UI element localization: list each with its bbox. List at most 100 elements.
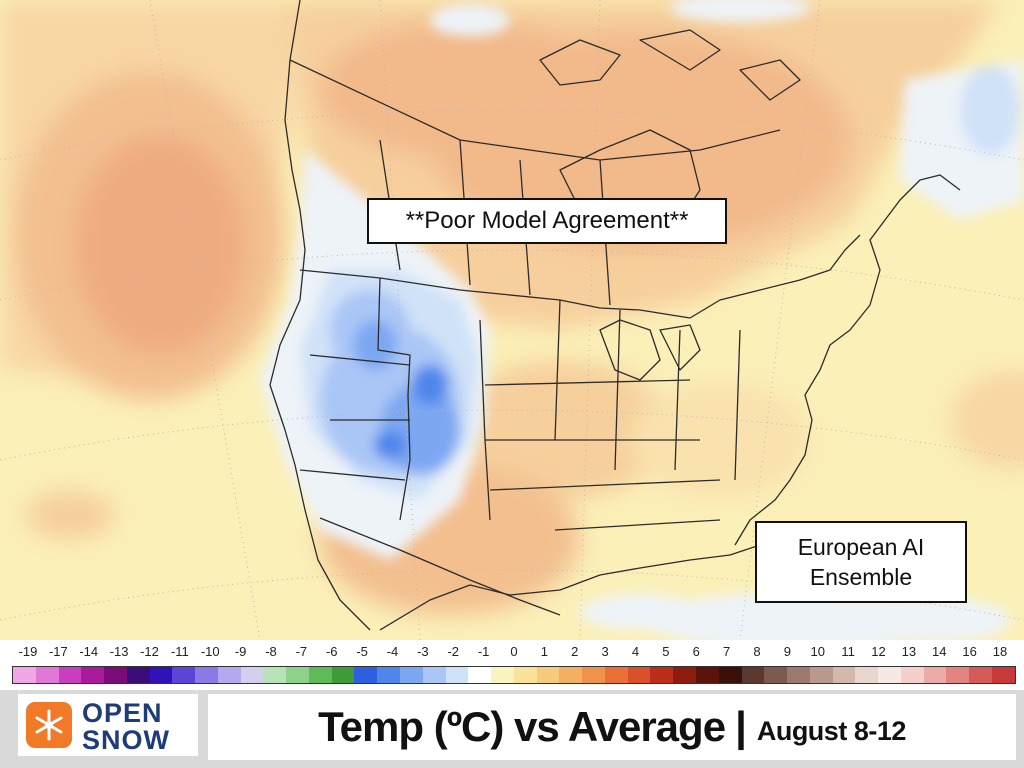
- warm-anomaly-areas: [0, 0, 1024, 615]
- legend-swatch: [58, 667, 82, 683]
- legend-tick-label: -12: [140, 644, 159, 659]
- legend-tick-label: -17: [48, 644, 68, 659]
- legend-swatch: [718, 667, 742, 683]
- opensnow-logo: OPEN SNOW: [18, 694, 198, 756]
- legend-tick-label: 2: [571, 644, 579, 659]
- legend-swatch: [946, 667, 970, 683]
- legend-tick-label: -2: [447, 644, 460, 659]
- legend-swatch: [627, 667, 651, 683]
- title-separator: |: [735, 703, 747, 750]
- anomaly-map: **Poor Model Agreement** European AI Ens…: [0, 0, 1024, 640]
- legend-tick-label: 3: [601, 644, 609, 659]
- cool-anomaly-areas: [260, 0, 1024, 640]
- legend-swatch: [172, 667, 196, 683]
- legend-swatch: [650, 667, 674, 683]
- legend-tick-label: -19: [18, 644, 38, 659]
- legend-swatch: [991, 667, 1015, 683]
- legend-swatch: [604, 667, 628, 683]
- legend-swatch: [695, 667, 719, 683]
- legend-swatch: [354, 667, 378, 683]
- legend-swatch: [308, 667, 332, 683]
- legend-swatch: [104, 667, 127, 683]
- legend-swatch: [673, 667, 696, 683]
- legend-tick-label: -1: [477, 644, 490, 659]
- us-canada-border-east: [689, 234, 861, 319]
- legend-swatch: [81, 667, 105, 683]
- legend-swatch: [536, 667, 560, 683]
- legend-tick-label: 7: [723, 644, 731, 659]
- legend-swatch: [787, 667, 810, 683]
- legend-tick-label: 1: [540, 644, 548, 659]
- legend-tick-label: -7: [295, 644, 308, 659]
- legend-tick-label: 5: [662, 644, 670, 659]
- legend-tick-label: -4: [386, 644, 399, 659]
- legend-swatch: [878, 667, 901, 683]
- state-lines-horizontal: [484, 379, 721, 531]
- poor-model-agreement-label: **Poor Model Agreement**: [367, 198, 727, 244]
- arctic-islands: [539, 29, 801, 101]
- temperature-anomaly-field: [0, 0, 1024, 640]
- legend-tick-labels: -19 -17 -14 -13 -12 -11 -10 -9 -8 -7 -6 -5 -4 -3 -2 -1 0…: [12, 644, 1016, 662]
- chart-title: Temp (ºC) vs Average: [318, 703, 726, 750]
- legend-swatch: [582, 667, 605, 683]
- legend-tick-label: 6: [692, 644, 700, 659]
- legend-swatch: [491, 667, 514, 683]
- legend-swatch: [377, 667, 401, 683]
- state-lines-west: [299, 354, 411, 481]
- legend-swatch: [13, 667, 36, 683]
- legend-tick-label: 9: [783, 644, 791, 659]
- legend-tick-label: 11: [841, 644, 855, 659]
- legend-swatch: [422, 667, 446, 683]
- legend-swatch: [240, 667, 264, 683]
- legend-tick-label: -11: [170, 644, 189, 659]
- logo-wordmark-snow: SNOW: [82, 725, 170, 755]
- legend-tick-label: -14: [79, 644, 99, 659]
- us-mexico-border: [319, 517, 561, 616]
- legend-swatch: [195, 667, 218, 683]
- legend-tick-label: 10: [810, 644, 825, 659]
- legend-tick-label: 8: [753, 644, 761, 659]
- legend-swatch: [400, 667, 423, 683]
- footer-title: Temp (ºC) vs Average | August 8-12: [208, 694, 1016, 760]
- legend-swatch: [809, 667, 833, 683]
- legend-tick-label: -9: [234, 644, 247, 659]
- legend-swatch: [445, 667, 469, 683]
- legend-color-bar: [12, 666, 1016, 684]
- legend-tick-label: 13: [901, 644, 917, 659]
- legend-swatch: [149, 667, 173, 683]
- legend-swatch: [923, 667, 947, 683]
- legend-swatch: [126, 667, 150, 683]
- legend-tick-label: -5: [356, 644, 368, 659]
- color-scale-legend: -19 -17 -14 -13 -12 -11 -10 -9 -8 -7 -6 -5 -4 -3 -2 -1 0…: [0, 640, 1024, 690]
- legend-swatch: [764, 667, 788, 683]
- legend-swatch: [286, 667, 309, 683]
- legend-swatch: [263, 667, 287, 683]
- legend-tick-label: 4: [631, 644, 640, 659]
- pacific-coastline: [269, 0, 371, 631]
- legend-tick-label: 16: [962, 644, 977, 659]
- legend-tick-label: 0: [510, 644, 518, 659]
- legend-tick-label: 18: [992, 644, 1008, 659]
- great-lakes: [599, 319, 701, 381]
- legend-swatch: [331, 667, 355, 683]
- legend-tick-label: -13: [109, 644, 129, 659]
- legend-swatch: [35, 667, 59, 683]
- logo-wordmark-open: OPEN: [82, 698, 163, 728]
- snowflake-logo-icon: [26, 702, 72, 748]
- legend-swatch: [513, 667, 537, 683]
- legend-swatch: [559, 667, 583, 683]
- legend-tick-label: 12: [871, 644, 886, 659]
- atlantic-coastline: [734, 174, 961, 546]
- legend-swatch: [855, 667, 879, 683]
- territory-line: [289, 59, 781, 161]
- date-range: August 8-12: [756, 715, 907, 746]
- legend-tick-label: -10: [200, 644, 220, 659]
- legend-tick-label: -6: [325, 644, 338, 659]
- footer-banner: OPEN SNOW Temp (ºC) vs Average | August …: [0, 690, 1024, 768]
- state-line-west-1: [377, 277, 411, 521]
- legend-swatch: [969, 667, 992, 683]
- legend-tick-label: 14: [932, 644, 947, 659]
- legend-swatch: [217, 667, 241, 683]
- legend-swatch: [900, 667, 924, 683]
- legend-swatch: [832, 667, 856, 683]
